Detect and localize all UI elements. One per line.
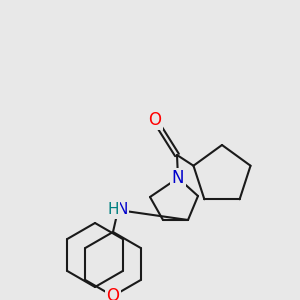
Text: N: N bbox=[172, 169, 184, 187]
Text: H: H bbox=[107, 202, 119, 217]
Text: O: O bbox=[148, 111, 161, 129]
Text: O: O bbox=[106, 287, 119, 300]
Text: N: N bbox=[116, 202, 128, 217]
